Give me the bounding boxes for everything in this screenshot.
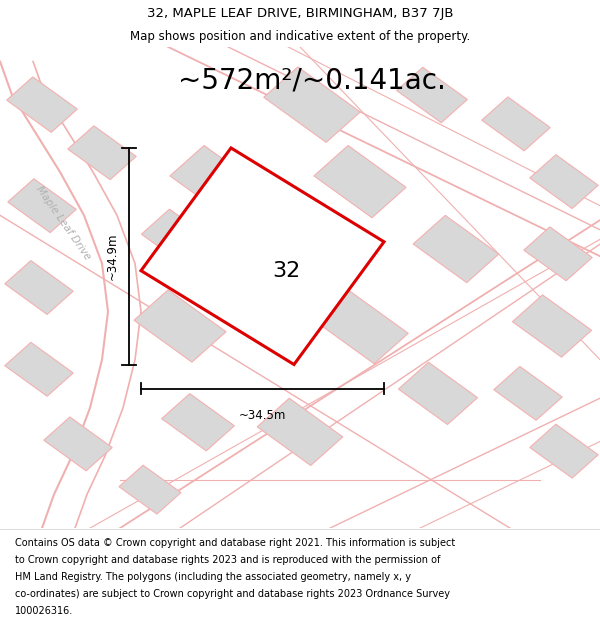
Polygon shape <box>398 362 478 424</box>
Text: to Crown copyright and database rights 2023 and is reproduced with the permissio: to Crown copyright and database rights 2… <box>15 555 440 565</box>
Polygon shape <box>413 216 499 282</box>
Polygon shape <box>530 424 598 478</box>
Text: ~34.5m: ~34.5m <box>239 409 286 421</box>
Polygon shape <box>142 209 218 269</box>
Polygon shape <box>482 97 550 151</box>
Polygon shape <box>5 261 73 314</box>
Polygon shape <box>397 68 467 122</box>
Text: 32: 32 <box>272 261 301 281</box>
Polygon shape <box>314 146 406 217</box>
Polygon shape <box>530 155 598 209</box>
Polygon shape <box>170 146 262 217</box>
Text: 32, MAPLE LEAF DRIVE, BIRMINGHAM, B37 7JB: 32, MAPLE LEAF DRIVE, BIRMINGHAM, B37 7J… <box>147 7 453 19</box>
Polygon shape <box>7 77 77 132</box>
Polygon shape <box>312 288 408 364</box>
Text: HM Land Registry. The polygons (including the associated geometry, namely x, y: HM Land Registry. The polygons (includin… <box>15 572 411 582</box>
Polygon shape <box>141 148 384 364</box>
Polygon shape <box>134 290 226 362</box>
Polygon shape <box>512 295 592 357</box>
Polygon shape <box>68 126 136 179</box>
Text: ~34.9m: ~34.9m <box>106 232 119 280</box>
Text: Map shows position and indicative extent of the property.: Map shows position and indicative extent… <box>130 30 470 43</box>
Text: Maple Leaf Drive: Maple Leaf Drive <box>34 184 92 261</box>
Polygon shape <box>5 342 73 396</box>
Polygon shape <box>44 417 112 471</box>
Text: Contains OS data © Crown copyright and database right 2021. This information is : Contains OS data © Crown copyright and d… <box>15 538 455 548</box>
Polygon shape <box>8 179 76 232</box>
Text: ~572m²/~0.141ac.: ~572m²/~0.141ac. <box>178 66 446 94</box>
Polygon shape <box>264 67 360 142</box>
Polygon shape <box>161 394 235 451</box>
Polygon shape <box>494 366 562 420</box>
Polygon shape <box>257 398 343 466</box>
Text: co-ordinates) are subject to Crown copyright and database rights 2023 Ordnance S: co-ordinates) are subject to Crown copyr… <box>15 589 450 599</box>
Text: 100026316.: 100026316. <box>15 606 73 616</box>
Polygon shape <box>524 227 592 281</box>
Polygon shape <box>119 465 181 514</box>
